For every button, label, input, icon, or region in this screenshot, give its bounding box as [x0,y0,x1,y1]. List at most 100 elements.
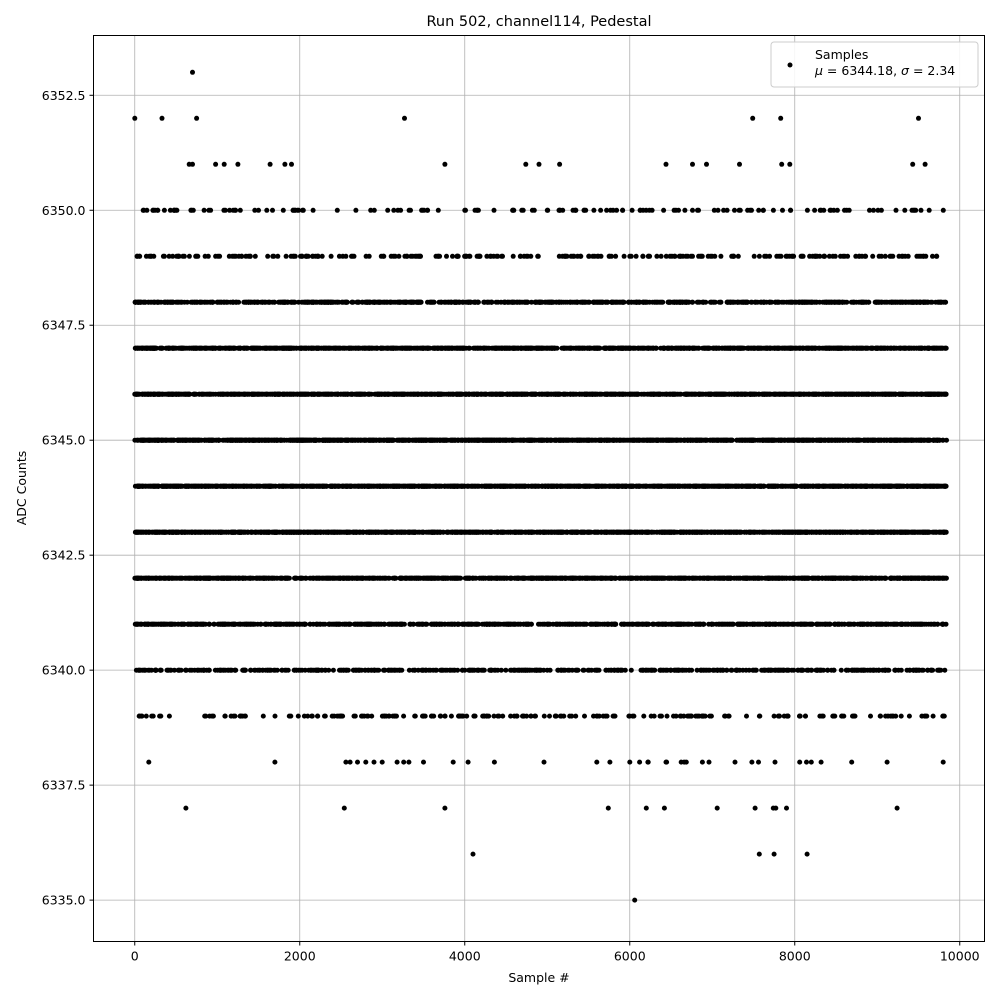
data-point [256,207,261,213]
data-point [828,575,834,581]
data-point [143,575,149,581]
data-point [309,713,315,719]
data-point [749,759,755,765]
data-point [818,667,824,673]
data-point [628,575,634,581]
data-point [563,529,568,535]
chart-title: Run 502, channel114, Pedestal [426,14,651,30]
data-point [906,713,912,719]
data-point [726,713,732,719]
data-point [785,713,791,719]
data-point [426,529,432,535]
data-point [673,621,679,627]
data-point [593,621,599,627]
data-point [661,805,667,811]
data-point [849,667,855,673]
data-point [471,713,477,719]
data-point [464,713,470,719]
data-point [802,713,808,719]
data-point [671,713,676,719]
data-point [366,529,372,535]
data-point [781,621,787,627]
data-point [843,667,849,673]
data-point [143,713,149,719]
data-point [581,621,587,627]
data-point [232,667,238,673]
data-point [359,575,365,581]
data-point [449,667,455,673]
data-point [546,575,552,581]
data-point [425,575,431,581]
data-point [201,207,207,213]
data-point [664,713,670,719]
data-point [663,161,669,167]
data-point [637,575,643,581]
data-point [892,667,898,673]
data-point [438,667,444,673]
data-point [227,207,233,213]
data-point [455,667,461,673]
data-point [501,621,507,627]
data-point [657,713,663,719]
data-point [348,575,354,581]
data-point [289,161,294,167]
data-point [183,667,189,673]
data-point [355,621,361,627]
data-point [459,713,465,719]
data-point [626,713,632,719]
data-point [812,575,818,581]
data-point [925,667,931,673]
data-point [689,575,695,581]
data-point [592,529,598,535]
data-point [844,575,850,581]
data-point [594,759,600,765]
data-point [804,529,810,535]
data-point [584,575,590,581]
data-point [808,759,814,765]
data-point [340,575,346,581]
data-point [573,713,579,719]
data-point [605,805,611,811]
data-point [523,161,529,167]
data-point [332,529,338,535]
data-point [465,621,471,627]
data-point [302,667,308,673]
data-point [865,667,871,673]
data-point [166,713,172,719]
data-point [189,621,195,627]
data-point [381,575,387,581]
data-point [361,713,367,719]
data-point [252,529,258,535]
data-point [710,667,716,673]
data-point [661,621,667,627]
data-point [448,713,454,719]
data-point [661,529,667,535]
data-point [708,713,714,719]
data-point [617,575,623,581]
data-point [455,621,461,627]
data-point [401,713,407,719]
data-point [364,621,370,627]
data-point [728,529,734,535]
data-point [575,529,581,535]
data-point [169,575,175,581]
data-point [536,161,542,167]
data-point [379,713,385,719]
data-point [390,575,396,581]
data-point [917,529,923,535]
data-point [216,529,222,535]
data-point [369,713,375,719]
data-point [699,529,705,535]
data-point [861,667,867,673]
data-point [700,667,706,673]
data-point [462,529,468,535]
data-point [415,667,421,673]
data-point [201,621,207,627]
data-point [607,759,613,765]
data-point [657,667,663,673]
data-point [194,115,200,121]
data-point [490,621,496,627]
data-point [133,667,139,673]
data-point [587,529,593,535]
data-point [541,759,547,765]
